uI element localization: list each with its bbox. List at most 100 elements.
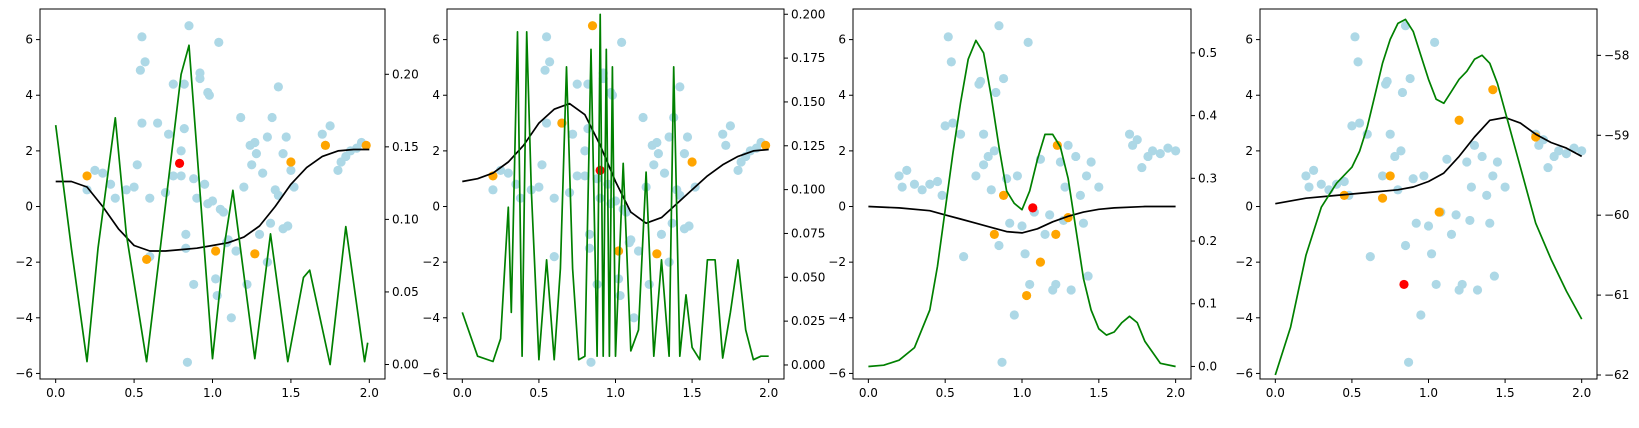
observations-point <box>621 207 631 217</box>
x-tick-label: 1.0 <box>1012 386 1031 400</box>
observations-point <box>1071 151 1081 162</box>
observations-point <box>540 65 550 75</box>
observations-point <box>675 190 685 200</box>
y-tick-label: −2 <box>422 255 440 269</box>
observations-point <box>629 313 639 323</box>
acquisition-line <box>868 39 1176 368</box>
mean-line <box>462 102 769 225</box>
queried-point <box>82 171 92 181</box>
queried-point <box>761 140 771 150</box>
observations-point <box>1339 176 1349 187</box>
observations-point <box>1451 210 1461 220</box>
x-tick-label: 1.5 <box>281 386 300 400</box>
observations-point <box>218 207 229 217</box>
observations-point <box>251 149 262 159</box>
observations-point <box>1442 154 1452 164</box>
queried-point <box>1488 85 1498 95</box>
observations-point <box>1543 162 1553 173</box>
y-tick-label: 6 <box>432 33 440 47</box>
observations-point <box>1137 162 1147 173</box>
observations-point <box>325 121 335 131</box>
observations-point <box>1009 310 1019 320</box>
x-tick-label: 0.5 <box>125 386 144 400</box>
observations-point <box>946 57 956 67</box>
observations-point <box>1020 249 1030 259</box>
observations-point <box>1419 171 1429 181</box>
observations-point <box>1171 146 1181 156</box>
observations-point <box>1040 229 1050 239</box>
queried-point <box>286 157 296 167</box>
x-tick-label: 0.0 <box>46 386 65 400</box>
y-tick-label: −6 <box>422 366 440 380</box>
observations-point <box>626 235 636 245</box>
x-tick-label: 1.5 <box>683 386 702 400</box>
y-tick-label: −4 <box>828 311 846 325</box>
y2-tick-label: 0.150 <box>791 95 825 109</box>
x-tick-label: 0.5 <box>1342 386 1361 400</box>
y-tick-label: −4 <box>15 311 33 325</box>
observations-point <box>932 176 943 187</box>
queried-point <box>1051 229 1061 239</box>
queried-point <box>613 246 624 256</box>
observations-point <box>897 182 907 192</box>
observations-point <box>1554 146 1564 156</box>
y2-tick-label: 0.05 <box>392 285 419 299</box>
observations-point <box>1163 143 1173 153</box>
queried-point <box>1434 207 1444 217</box>
observations-point <box>549 251 559 262</box>
observations-point <box>1405 73 1415 84</box>
y-tick-label: 2 <box>838 144 846 158</box>
observations-point <box>909 179 920 189</box>
x-tick-label: 1.0 <box>203 386 222 400</box>
y-tick-label: 0 <box>432 200 440 214</box>
observations-point <box>1012 171 1022 181</box>
observations-point <box>1385 129 1395 139</box>
observations-point <box>182 357 193 367</box>
observations-point <box>652 137 662 148</box>
y2-tick-label: 0.125 <box>791 139 825 153</box>
acquisition-line <box>1274 18 1583 376</box>
observations-point <box>659 168 670 178</box>
y-tick-label: 4 <box>838 88 846 102</box>
observations-point <box>179 124 189 134</box>
observations-point <box>1083 271 1093 281</box>
observations-point <box>204 90 214 100</box>
observations-point <box>991 87 1001 98</box>
observations-point <box>1350 32 1360 42</box>
y2-tick-label: −60 <box>1604 208 1629 222</box>
axes-frame <box>852 8 1192 380</box>
observations-point <box>994 240 1004 251</box>
observations-point <box>132 160 142 170</box>
observations-point <box>82 185 92 195</box>
observations-point <box>1005 218 1015 228</box>
x-tick-label: 0.0 <box>453 386 472 400</box>
queried-point <box>1454 115 1464 125</box>
observations-point <box>617 37 627 47</box>
observations-point <box>549 193 559 203</box>
observations-point <box>503 168 513 178</box>
observations-point <box>212 290 222 301</box>
observations-point <box>250 137 260 148</box>
x-tick-label: 2.0 <box>759 386 778 400</box>
observations-point <box>997 357 1007 367</box>
observations-point <box>1309 165 1319 175</box>
best-point <box>174 158 185 168</box>
queried-point <box>652 249 662 259</box>
observations-point <box>1017 221 1027 231</box>
observations-point <box>1500 182 1510 192</box>
observations-point <box>262 132 272 142</box>
mean-line <box>1275 116 1583 205</box>
observations-point <box>1457 279 1467 290</box>
queried-point <box>1377 193 1388 203</box>
observations-point <box>580 146 590 156</box>
observations-point <box>1390 151 1400 162</box>
observations-point <box>1466 182 1476 192</box>
y-tick-label: 6 <box>838 33 846 47</box>
observations-point <box>541 118 552 128</box>
observations-point <box>281 132 291 142</box>
queried-point <box>361 140 371 150</box>
y2-tick-label: 0.100 <box>791 183 825 197</box>
chart-panel-2: 0.0 0.5 1.0 1.5 2.0 −6 −4 −2 0 2 4 6 0.000 0.025 0.050… <box>422 7 825 400</box>
observations-point <box>733 165 743 175</box>
observations-point <box>1403 357 1414 367</box>
